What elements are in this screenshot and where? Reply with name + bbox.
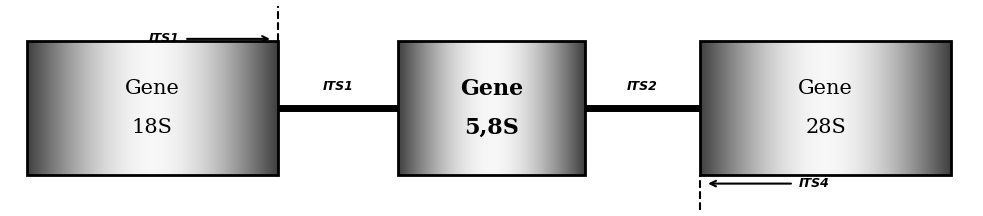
- Text: ITS2: ITS2: [626, 80, 658, 93]
- Bar: [700, 41, 951, 175]
- Text: ITS4: ITS4: [798, 177, 830, 190]
- Bar: [27, 41, 277, 175]
- Text: ITS1: ITS1: [322, 80, 354, 93]
- Text: Gene: Gene: [798, 79, 853, 98]
- Text: 28S: 28S: [805, 118, 846, 137]
- Text: Gene: Gene: [125, 79, 180, 98]
- Text: 5,8S: 5,8S: [464, 116, 519, 138]
- Bar: [398, 41, 585, 175]
- Text: 18S: 18S: [132, 118, 173, 137]
- Text: ITS1: ITS1: [148, 32, 179, 45]
- Text: Gene: Gene: [460, 78, 523, 100]
